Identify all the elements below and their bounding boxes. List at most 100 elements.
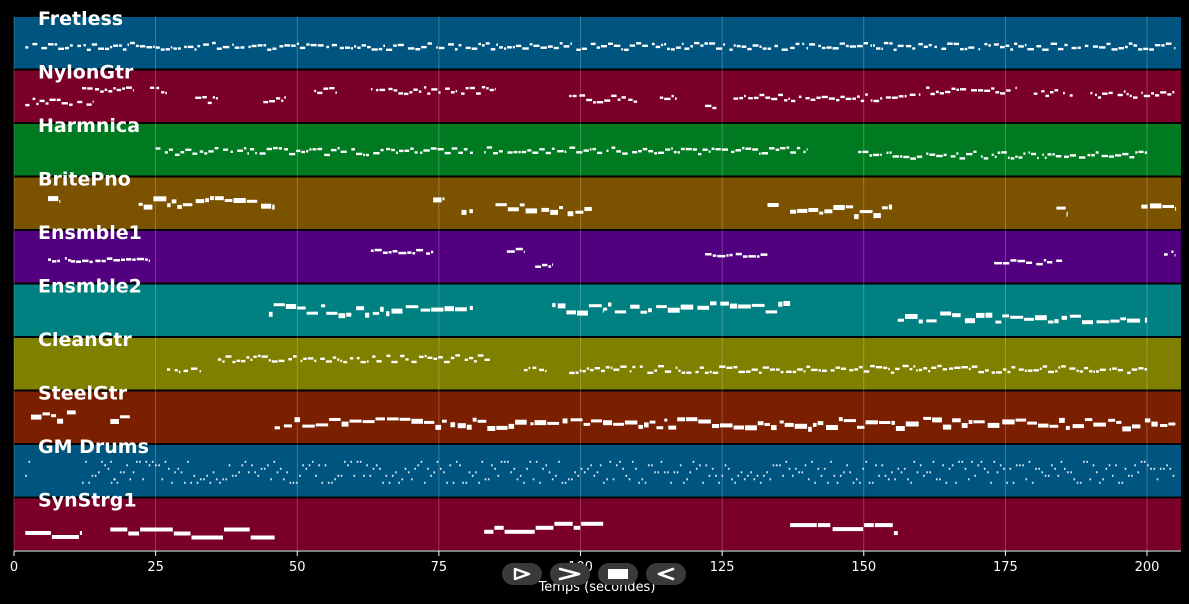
note (791, 99, 796, 103)
note (327, 481, 330, 484)
note (885, 96, 891, 99)
note (764, 423, 770, 426)
note (375, 417, 385, 421)
note (785, 370, 792, 373)
note (1061, 315, 1067, 320)
note (916, 155, 923, 158)
note (191, 535, 223, 540)
note (937, 364, 942, 368)
forward-button[interactable] (550, 563, 590, 585)
note (1069, 367, 1076, 370)
note (1010, 259, 1017, 262)
note (983, 467, 986, 470)
note (721, 148, 728, 151)
play-button[interactable] (502, 563, 542, 585)
note (960, 48, 964, 51)
track-label: NylonGtr (38, 62, 134, 84)
note (559, 42, 563, 45)
note (839, 42, 845, 45)
note (138, 202, 143, 206)
back-button[interactable] (646, 563, 686, 585)
note (663, 471, 666, 474)
note (423, 149, 430, 152)
note (895, 367, 900, 371)
note (1050, 91, 1054, 94)
note (670, 481, 672, 484)
note (215, 97, 218, 100)
note (734, 481, 736, 484)
note (225, 355, 232, 358)
note (748, 255, 756, 258)
note (832, 47, 839, 50)
note (36, 102, 39, 106)
note (101, 460, 103, 463)
note (1091, 154, 1095, 157)
note (1108, 155, 1114, 158)
note (430, 147, 437, 150)
note (606, 478, 608, 481)
track-label: GM Drums (38, 436, 149, 458)
note (971, 365, 978, 368)
note (729, 253, 733, 257)
stop-button[interactable] (598, 563, 638, 585)
note (1175, 206, 1177, 211)
note (942, 368, 947, 371)
note (810, 98, 816, 101)
note (971, 89, 977, 92)
note (1006, 89, 1011, 92)
note (448, 43, 454, 46)
note (232, 360, 236, 364)
note (532, 478, 535, 481)
note (843, 419, 856, 423)
note (817, 421, 824, 426)
note (974, 474, 976, 477)
note (677, 417, 686, 422)
note (624, 48, 629, 51)
note (233, 198, 246, 203)
note (582, 370, 586, 373)
note (1169, 467, 1172, 470)
note (671, 147, 673, 150)
note (129, 478, 132, 481)
note (309, 148, 312, 151)
note (445, 87, 450, 90)
note (196, 481, 199, 484)
note (263, 44, 267, 47)
note (1108, 464, 1111, 467)
note (42, 412, 50, 416)
note (493, 152, 498, 155)
note (857, 44, 863, 48)
note (1036, 45, 1042, 48)
note (664, 370, 672, 373)
note (400, 354, 405, 358)
note (469, 306, 473, 310)
note (1111, 474, 1114, 477)
note (366, 153, 369, 157)
note (433, 197, 442, 203)
note (477, 419, 487, 423)
note (372, 311, 380, 315)
note (586, 367, 590, 370)
note (85, 460, 87, 463)
note (583, 422, 591, 426)
note (1096, 370, 1099, 373)
note (801, 471, 804, 474)
note (331, 481, 333, 484)
note (155, 46, 160, 49)
note (1143, 460, 1146, 463)
note (222, 45, 230, 49)
note (575, 210, 584, 214)
note (420, 151, 423, 154)
note (484, 478, 487, 481)
note (767, 47, 772, 50)
note (762, 47, 767, 50)
note (1042, 48, 1049, 51)
note (603, 481, 605, 484)
note (1150, 467, 1152, 470)
note (654, 152, 658, 155)
note (913, 460, 916, 463)
note (254, 471, 256, 474)
note (1099, 368, 1106, 371)
note (1058, 366, 1061, 369)
note (638, 150, 642, 153)
